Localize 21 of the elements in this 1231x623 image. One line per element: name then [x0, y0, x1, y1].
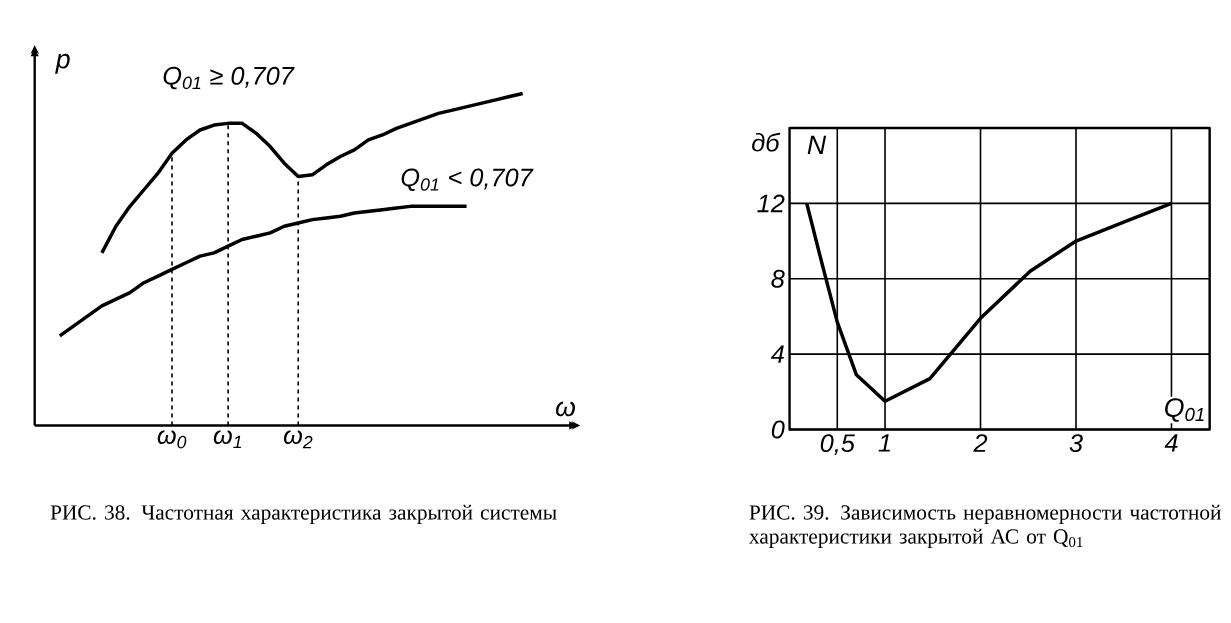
y-axis-title: N [807, 135, 827, 155]
x-axis-title: ω [555, 401, 575, 417]
y-axis-title: p [55, 53, 70, 74]
x-tick-label: 2 [973, 434, 988, 452]
x-tick-label: ω$_{1}$ [213, 430, 242, 449]
series-label: Q$_{01}$ ≥ 0,707 [163, 66, 295, 90]
x-tick-label: 1 [878, 434, 890, 452]
x-tick-label: 3 [1069, 434, 1083, 453]
x-axis-title: Q$_{01}$ [1165, 398, 1204, 422]
series-label: Q$_{01}$ < 0,707 [401, 168, 534, 192]
x-tick-label: ω$_{0}$ [157, 430, 187, 449]
x-tick-label: 0,5 [820, 434, 855, 456]
x-tick-label: ω$_{2}$ [283, 430, 313, 449]
y-tick-label: 8 [771, 269, 785, 288]
text: дб [752, 132, 781, 152]
y-tick-label: 12 [757, 194, 785, 213]
text: РИС. 38. Частотная характеристика закрытой системы [50, 504, 557, 525]
y-tick-label: 4 [770, 345, 784, 363]
y-tick-label: 0 [771, 420, 785, 439]
text: РИС. 39. Зависимость неравномерности частотной характеристики закрытой АС от Q$_{01}$ [749, 504, 1221, 549]
x-tick-label: 4 [1164, 434, 1178, 452]
